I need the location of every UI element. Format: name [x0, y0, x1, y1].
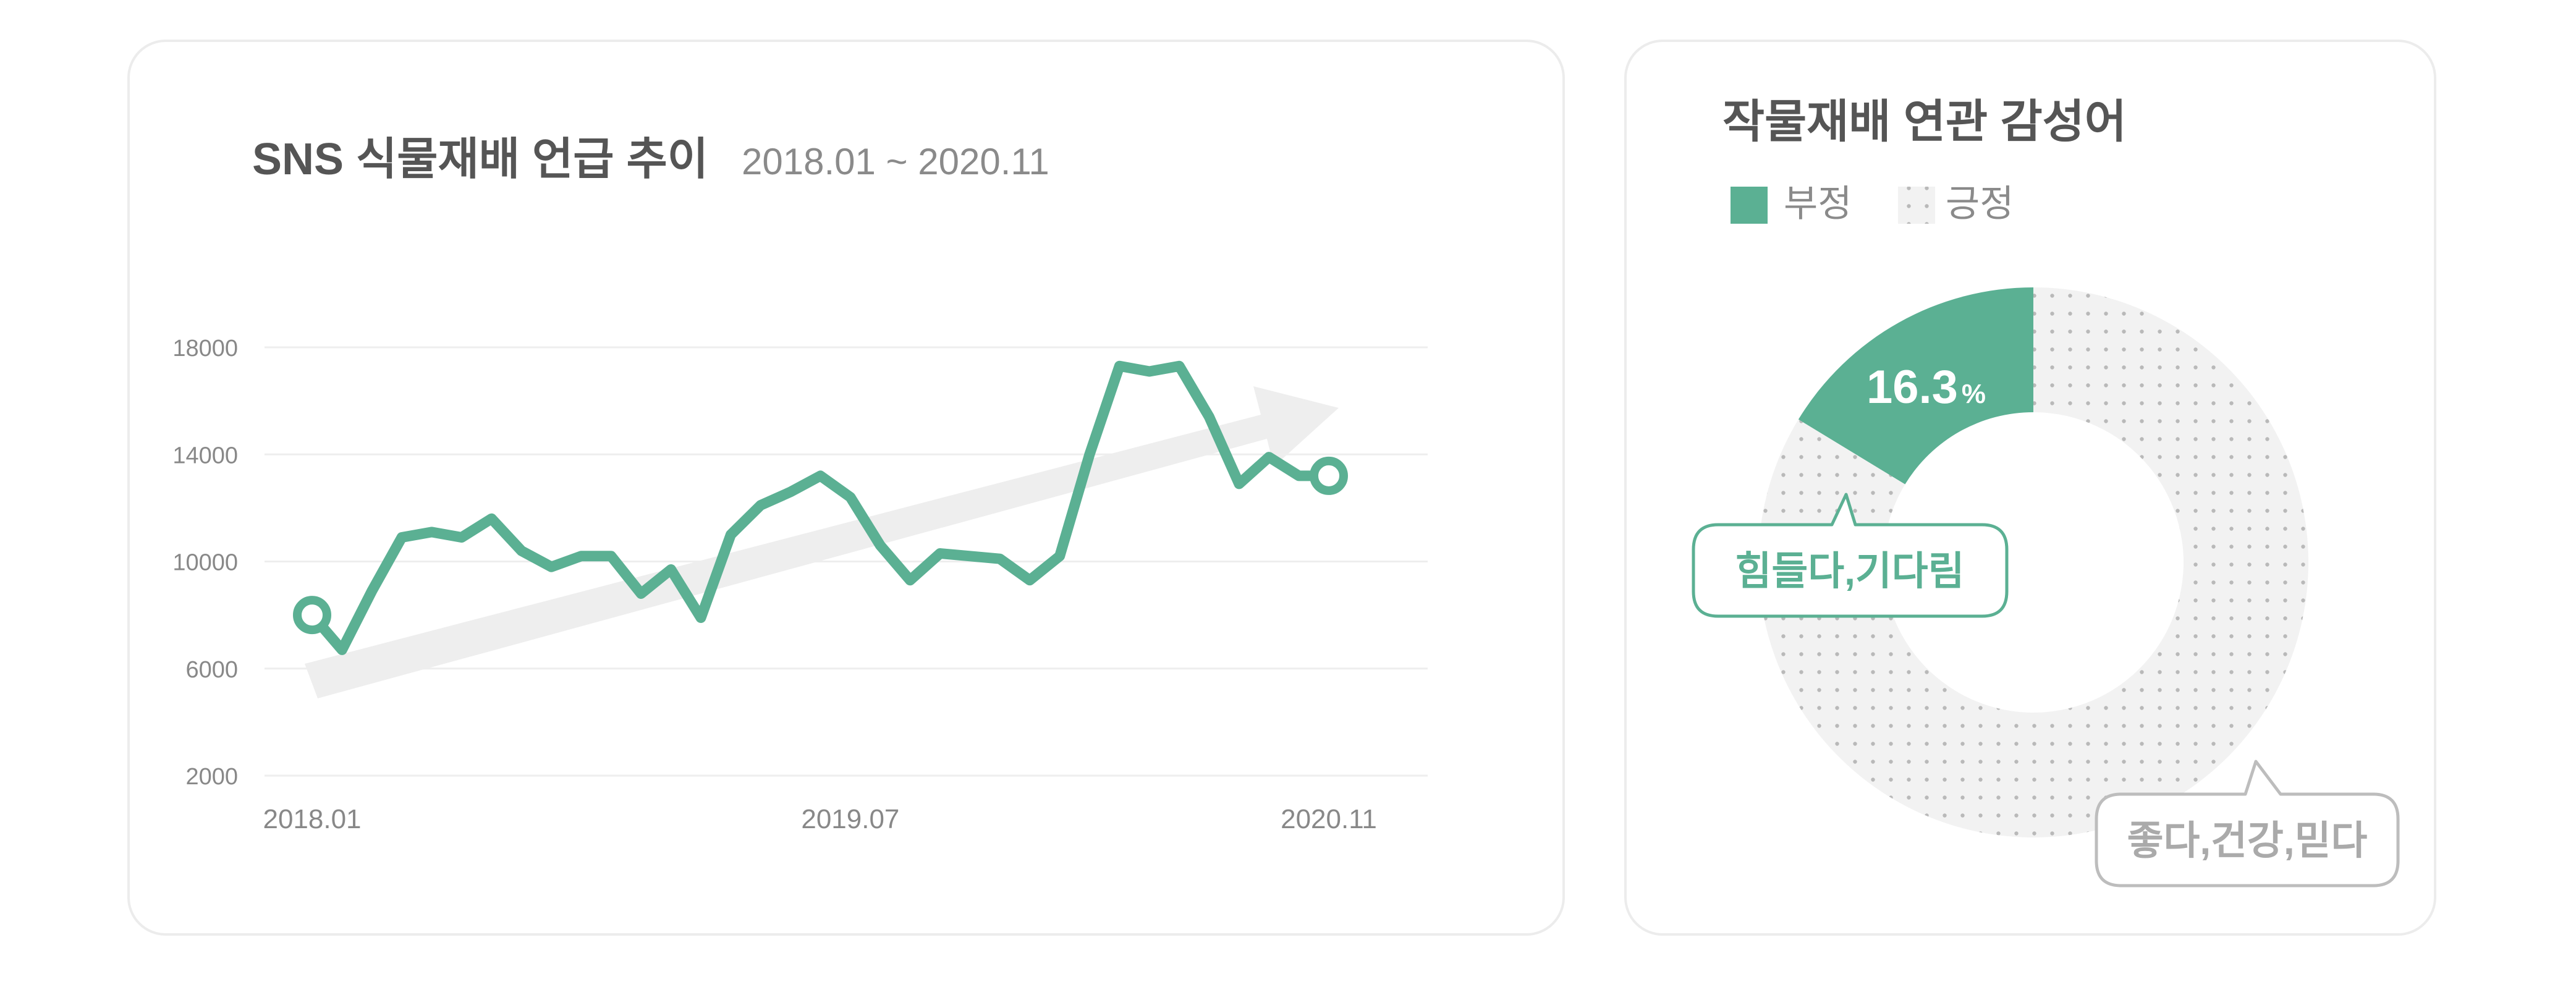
y-tick-label: 2000: [185, 764, 238, 790]
y-tick-label: 14000: [172, 443, 238, 468]
line-endpoint-marker: [293, 596, 331, 635]
line-chart-subtitle: 2018.01 ~ 2020.11: [742, 141, 1049, 182]
negative-callout-bubble: [1692, 493, 2009, 618]
negative-callout-text: 힘들다,기다림: [1735, 549, 1964, 593]
donut-chart-card: 작물재배 연관 감성어 부정 긍정 16.3% 힘들다,기다림 좋다,건강,믿다: [1624, 40, 2436, 936]
line-chart-gridlines: [265, 346, 1428, 777]
legend-swatch-positive: [1898, 187, 1935, 224]
y-tick-label: 18000: [172, 336, 238, 362]
line-endpoint-marker: [1310, 456, 1348, 495]
y-tick-label: 10000: [172, 550, 238, 576]
negative-callout: 힘들다,기다림: [1692, 493, 2009, 618]
donut-negative-number: 16.3: [1866, 361, 1958, 413]
donut-legend: 부정 긍정: [1731, 183, 2014, 224]
line-chart-card-background: [127, 40, 1565, 936]
positive-callout-bubble: [2095, 760, 2400, 887]
line-chart-card: SNS 식물재배 언급 추이 2018.01 ~ 2020.11 2000 600…: [127, 40, 1565, 936]
y-tick-label: 6000: [185, 657, 238, 683]
donut-negative-value: 16.3%: [1866, 361, 1986, 413]
line-series-endpoints: [293, 456, 1348, 635]
line-chart-title: SNS 식물재배 언급 추이: [252, 135, 708, 184]
donut-slice-negative: [1798, 287, 2033, 485]
donut-slice-positive: [1758, 287, 2308, 837]
donut-chart: [1758, 287, 2308, 837]
positive-callout-text: 좋다,건강,믿다: [2127, 818, 2368, 863]
x-tick-label: 2018.01: [263, 804, 361, 834]
legend-swatch-negative: [1731, 187, 1768, 224]
donut-negative-unit: %: [1962, 379, 1986, 409]
line-chart-x-axis: 2018.01 2019.07 2020.11: [263, 804, 1376, 834]
legend-label-positive: 긍정: [1946, 183, 2014, 224]
line-chart-y-axis: 2000 6000 10000 14000 18000: [172, 336, 238, 790]
x-tick-label: 2020.11: [1281, 804, 1377, 834]
donut-chart-title: 작물재배 연관 감성어: [1722, 96, 2127, 147]
line-series: [307, 360, 1334, 655]
positive-callout: 좋다,건강,믿다: [2095, 760, 2400, 887]
x-tick-label: 2019.07: [801, 804, 899, 834]
legend-label-negative: 부정: [1784, 183, 1852, 224]
trend-arrow: [305, 386, 1339, 698]
